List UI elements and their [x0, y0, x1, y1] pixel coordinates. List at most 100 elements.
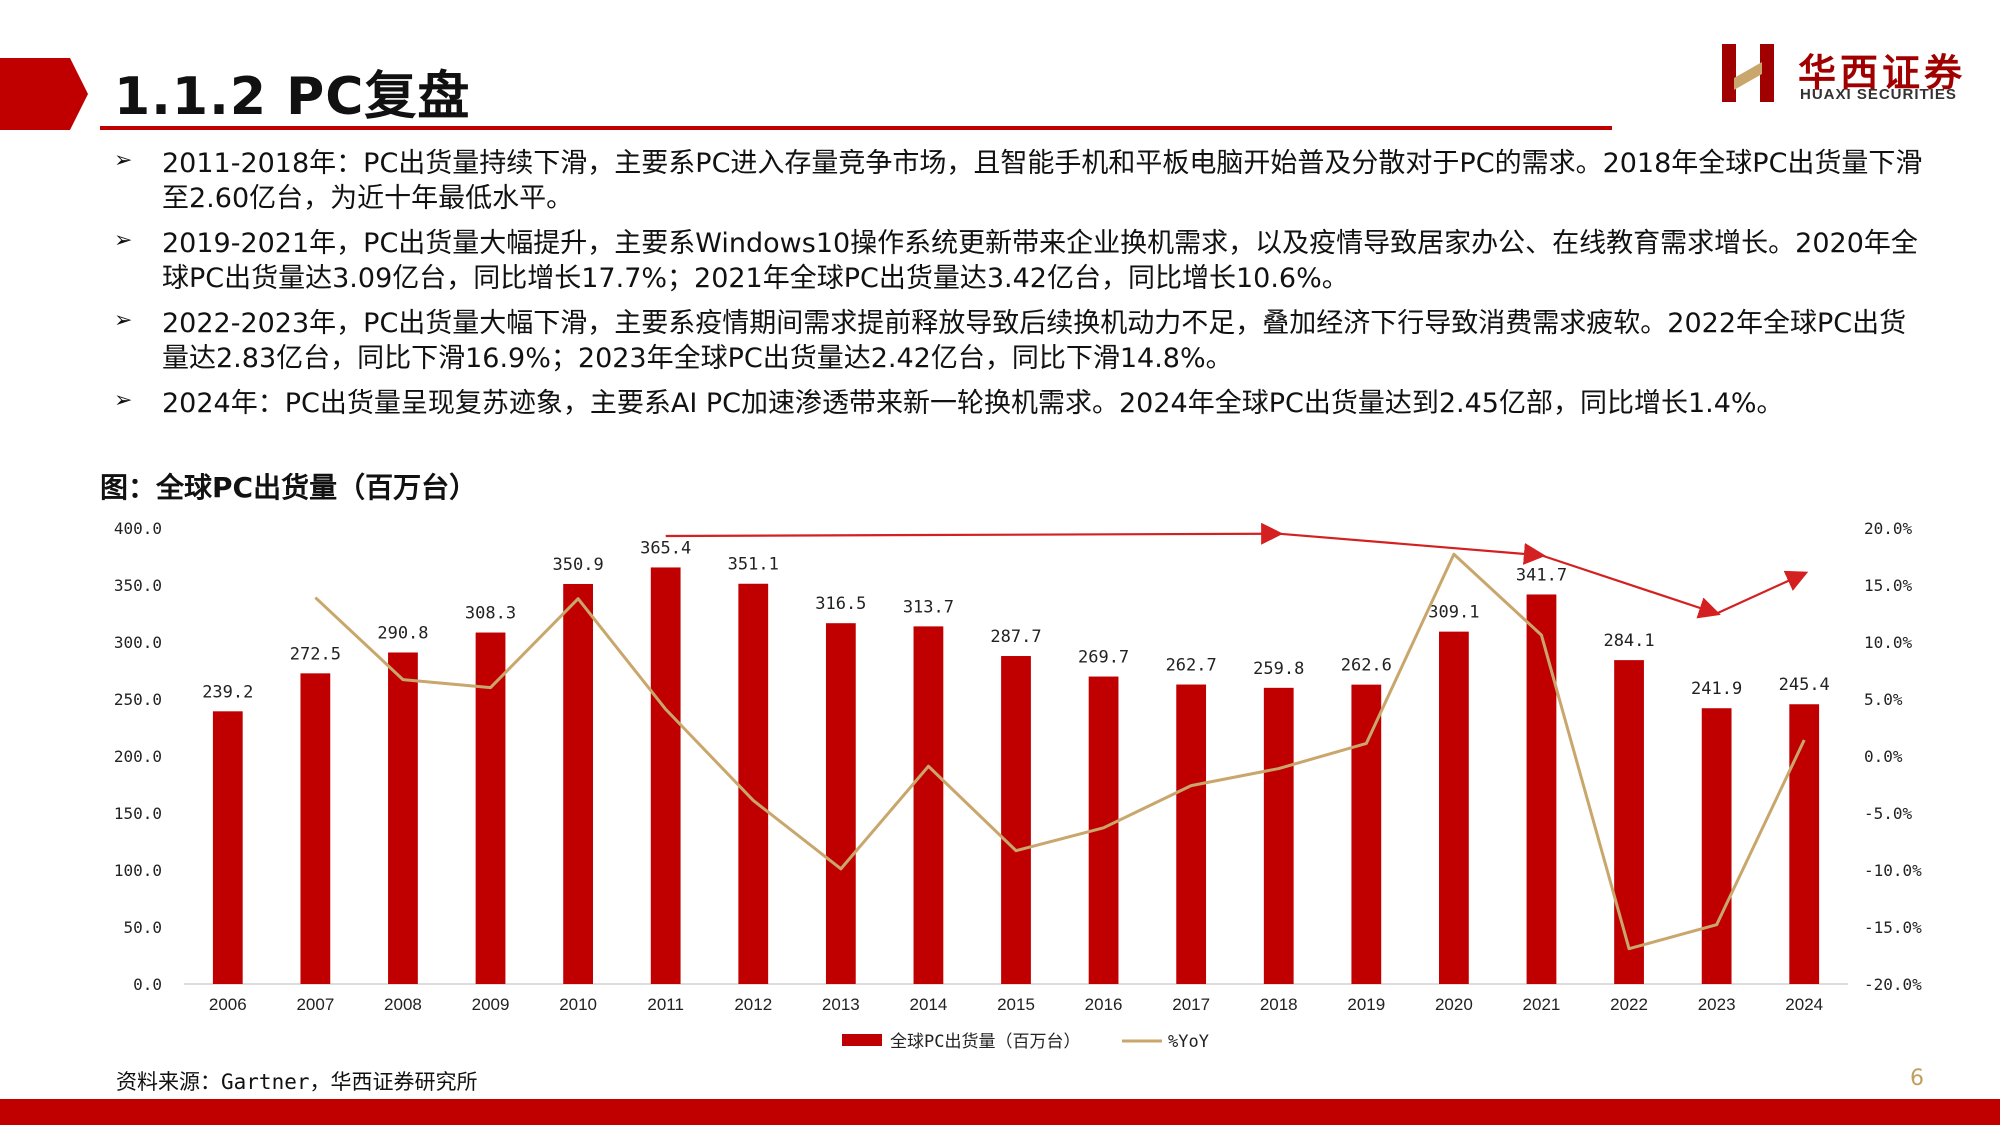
x-axis-tick-label: 2020	[1435, 995, 1473, 1014]
x-axis-tick-label: 2007	[296, 995, 334, 1014]
bar	[1701, 708, 1732, 984]
bar-data-label: 350.9	[553, 555, 604, 575]
y2-axis-tick-label: 10.0%	[1864, 633, 1913, 652]
trend-arrow	[1716, 570, 1809, 615]
bullet-item: ➢ 2022-2023年，PC出货量大幅下滑，主要系疫情期间需求提前释放导致后续…	[112, 306, 1932, 376]
y-axis-tick-label: 350.0	[114, 576, 162, 595]
y2-axis-tick-label: -15.0%	[1864, 918, 1922, 937]
legend-label-shipments: 全球PC出货量（百万台）	[890, 1032, 1080, 1052]
bar	[300, 673, 331, 984]
bar	[1001, 656, 1031, 984]
x-axis-tick-label: 2008	[384, 995, 422, 1014]
x-axis-tick-label: 2015	[997, 995, 1035, 1014]
x-axis-tick-label: 2014	[910, 995, 948, 1014]
bar-data-label: 365.4	[640, 538, 691, 558]
source-note: 资料来源：Gartner，华西证券研究所	[116, 1070, 478, 1094]
company-logo: 华西证券 HUAXI SECURITIES	[1720, 40, 1990, 110]
bullet-text: 2019-2021年，PC出货量大幅提升，主要系Windows10操作系统更新带…	[162, 228, 1918, 294]
bar	[825, 623, 856, 984]
bullet-item: ➢ 2024年：PC出货量呈现复苏迹象，主要系AI PC加速渗透带来新一轮换机需…	[112, 386, 1932, 421]
x-axis-tick-label: 2006	[209, 995, 247, 1014]
bar	[1351, 684, 1382, 984]
trend-arrow	[665, 522, 1284, 545]
y-axis-tick-label: 300.0	[114, 633, 162, 652]
bar	[388, 652, 418, 984]
page-title: 1.1.2 PC复盘	[114, 67, 471, 127]
x-axis-tick-label: 2019	[1347, 995, 1385, 1014]
bar-data-label: 239.2	[202, 682, 253, 702]
logo-text-cn: 华西证券	[1798, 50, 1967, 95]
x-axis-tick-label: 2022	[1610, 995, 1648, 1014]
bar-data-label: 245.4	[1779, 675, 1830, 695]
y-axis-tick-label: 250.0	[114, 690, 162, 709]
bar	[1526, 594, 1557, 984]
bar-data-label: 290.8	[377, 623, 428, 643]
bar-data-label: 351.1	[728, 555, 779, 575]
y2-axis-tick-label: 0.0%	[1864, 747, 1903, 766]
x-axis-tick-label: 2021	[1523, 995, 1561, 1014]
y2-axis-tick-label: 15.0%	[1864, 576, 1913, 595]
bar-data-label: 316.5	[815, 594, 866, 614]
x-axis-tick-label: 2016	[1085, 995, 1123, 1014]
bullet-text: 2011-2018年：PC出货量持续下滑，主要系PC进入存量竞争市场，且智能手机…	[162, 148, 1923, 214]
y2-axis-tick-label: 20.0%	[1864, 519, 1913, 538]
trend-arrow	[1541, 554, 1721, 619]
bar	[738, 583, 769, 984]
bar-data-label: 309.1	[1428, 603, 1479, 623]
y2-axis-tick-label: -20.0%	[1864, 975, 1922, 994]
footer-bar	[0, 1099, 2000, 1125]
y2-axis-tick-label: 5.0%	[1864, 690, 1903, 709]
y-axis-tick-label: 0.0	[133, 975, 162, 994]
bar-data-label: 259.8	[1253, 659, 1304, 679]
x-axis-tick-label: 2023	[1698, 995, 1736, 1014]
bar-data-label: 269.7	[1078, 648, 1129, 668]
bar-data-label: 262.7	[1166, 656, 1217, 676]
bar-data-label: 341.7	[1516, 565, 1567, 585]
bullet-text: 2022-2023年，PC出货量大幅下滑，主要系疫情期间需求提前释放导致后续换机…	[162, 308, 1907, 374]
bar	[1263, 687, 1294, 984]
logo-text-en: HUAXI SECURITIES	[1800, 86, 1957, 103]
huaxi-logo-icon	[1722, 44, 1774, 102]
bar-data-label: 241.9	[1691, 679, 1742, 699]
title-divider	[100, 126, 1612, 130]
x-axis-tick-label: 2010	[559, 995, 597, 1014]
bar	[212, 711, 243, 984]
x-axis-tick-label: 2013	[822, 995, 860, 1014]
bar	[475, 632, 506, 984]
arrow-bullet-icon: ➢	[114, 308, 133, 333]
title-accent-shape	[0, 58, 88, 130]
legend-swatch-bar	[842, 1034, 882, 1046]
yoy-line	[314, 552, 1806, 951]
bullet-text: 2024年：PC出货量呈现复苏迹象，主要系AI PC加速渗透带来新一轮换机需求。…	[162, 388, 1784, 419]
bar	[563, 583, 593, 984]
pc-shipments-chart: 0.0 50.0 100.0 150.0 200.0 250.0 300.0 350.0 400…	[114, 519, 1922, 1052]
arrow-bullet-icon: ➢	[114, 148, 133, 173]
y-axis-tick-label: 100.0	[114, 861, 162, 880]
bullet-item: ➢ 2019-2021年，PC出货量大幅提升，主要系Windows10操作系统更…	[112, 226, 1932, 296]
bar	[1789, 704, 1820, 984]
page-number: 6	[1910, 1066, 1924, 1091]
x-axis-tick-label: 2018	[1260, 995, 1298, 1014]
y-axis-tick-label: 200.0	[114, 747, 162, 766]
bar	[1439, 631, 1469, 984]
y-axis-tick-label: 150.0	[114, 804, 162, 823]
x-axis-tick-label: 2017	[1172, 995, 1210, 1014]
x-axis-tick-label: 2011	[647, 995, 684, 1014]
bar-data-label: 313.7	[903, 597, 954, 617]
y2-axis-tick-label: -5.0%	[1864, 804, 1913, 823]
arrow-bullet-icon: ➢	[114, 388, 133, 413]
y-axis-tick-label: 400.0	[114, 519, 162, 538]
bar-data-label: 308.3	[465, 604, 516, 624]
bar-data-label: 272.5	[290, 644, 341, 664]
y-axis-tick-label: 50.0	[123, 918, 162, 937]
bar	[1614, 660, 1644, 984]
bar-data-label: 284.1	[1603, 631, 1654, 651]
x-axis-tick-label: 2024	[1785, 995, 1823, 1014]
bar	[1176, 684, 1207, 984]
figure-title: 图：全球PC出货量（百万台）	[100, 471, 478, 504]
x-axis-tick-label: 2012	[734, 995, 772, 1014]
y2-axis-tick-label: -10.0%	[1864, 861, 1922, 880]
x-axis-tick-label: 2009	[472, 995, 510, 1014]
legend-label-yoy: %YoY	[1168, 1032, 1209, 1052]
bullet-item: ➢ 2011-2018年：PC出货量持续下滑，主要系PC进入存量竞争市场，且智能…	[112, 146, 1932, 216]
